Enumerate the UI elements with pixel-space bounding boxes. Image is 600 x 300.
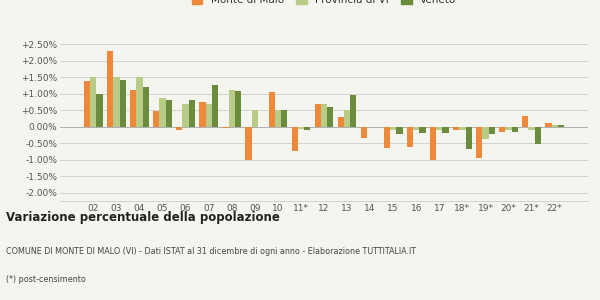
Bar	[245, 127, 251, 160]
Bar	[419, 127, 425, 133]
Text: Variazione percentuale della popolazione: Variazione percentuale della popolazione	[6, 212, 280, 224]
Bar	[430, 127, 436, 160]
Bar	[90, 77, 97, 127]
Bar	[529, 127, 535, 130]
Bar	[327, 107, 334, 127]
Bar	[182, 104, 189, 127]
Bar	[292, 127, 298, 152]
Bar	[384, 127, 390, 148]
Bar	[488, 127, 495, 134]
Bar	[558, 125, 564, 127]
Bar	[361, 127, 367, 138]
Bar	[344, 110, 350, 127]
Bar	[453, 127, 459, 130]
Bar	[143, 87, 149, 127]
Bar	[212, 85, 218, 127]
Bar	[436, 127, 442, 130]
Bar	[97, 94, 103, 127]
Bar	[512, 127, 518, 132]
Bar	[298, 127, 304, 129]
Bar	[107, 51, 113, 127]
Bar	[166, 100, 172, 127]
Bar	[304, 127, 310, 130]
Bar	[390, 127, 397, 130]
Bar	[551, 125, 558, 127]
Legend: Monte di Malo, Provincia di VI, Veneto: Monte di Malo, Provincia di VI, Veneto	[192, 0, 456, 5]
Bar	[522, 116, 529, 127]
Bar	[476, 127, 482, 158]
Bar	[545, 123, 551, 127]
Bar	[84, 80, 90, 127]
Bar	[350, 95, 356, 127]
Bar	[281, 110, 287, 127]
Bar	[199, 102, 206, 127]
Bar	[206, 104, 212, 127]
Bar	[466, 127, 472, 149]
Bar	[535, 127, 541, 144]
Bar	[189, 100, 195, 127]
Bar	[459, 127, 466, 130]
Bar	[113, 77, 119, 127]
Bar	[442, 127, 449, 133]
Bar	[229, 90, 235, 127]
Bar	[160, 98, 166, 127]
Bar	[321, 103, 327, 127]
Bar	[130, 90, 136, 127]
Bar	[235, 91, 241, 127]
Text: (*) post-censimento: (*) post-censimento	[6, 274, 86, 284]
Bar	[499, 127, 505, 132]
Bar	[314, 103, 321, 127]
Bar	[275, 110, 281, 127]
Bar	[482, 127, 488, 139]
Bar	[153, 111, 160, 127]
Text: COMUNE DI MONTE DI MALO (VI) - Dati ISTAT al 31 dicembre di ogni anno - Elaboraz: COMUNE DI MONTE DI MALO (VI) - Dati ISTA…	[6, 248, 416, 256]
Bar	[397, 127, 403, 134]
Bar	[269, 92, 275, 127]
Bar	[407, 127, 413, 146]
Bar	[223, 127, 229, 128]
Bar	[119, 80, 126, 127]
Bar	[251, 110, 258, 127]
Bar	[505, 127, 512, 130]
Bar	[413, 127, 419, 130]
Bar	[136, 77, 143, 127]
Bar	[176, 127, 182, 130]
Bar	[338, 117, 344, 127]
